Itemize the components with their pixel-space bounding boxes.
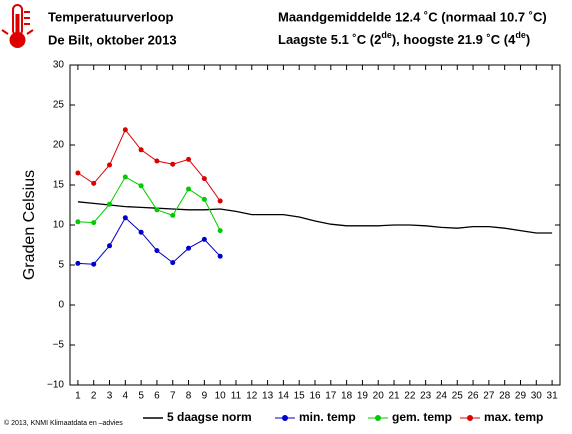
x-tick-label: 10: [215, 391, 227, 402]
point: [170, 161, 176, 167]
point: [138, 183, 144, 189]
y-tick-label: 10: [53, 220, 65, 231]
legend-swatch: [467, 415, 473, 421]
point: [107, 162, 113, 168]
y-axis-label: Graden Celsius: [21, 170, 38, 280]
x-tick-label: 22: [404, 391, 416, 402]
point: [201, 236, 207, 242]
point: [122, 174, 128, 180]
x-tick-label: 15: [294, 391, 306, 402]
point: [154, 248, 160, 254]
point: [107, 243, 113, 249]
x-tick-label: 28: [499, 391, 511, 402]
y-tick-label: −5: [53, 340, 65, 351]
point: [201, 176, 207, 182]
y-tick-label: 30: [53, 60, 65, 71]
x-tick-label: 17: [325, 391, 337, 402]
point: [170, 212, 176, 218]
x-tick-label: 1: [75, 391, 81, 402]
x-tick-label: 12: [246, 391, 258, 402]
point: [107, 201, 113, 207]
legend-swatch: [282, 415, 288, 421]
x-tick-label: 25: [452, 391, 464, 402]
series-line: [77, 128, 221, 202]
series-line: [77, 217, 221, 265]
series-line: [77, 201, 553, 234]
x-tick-label: 9: [202, 391, 208, 402]
y-tick-label: 15: [53, 180, 65, 191]
point: [91, 220, 97, 226]
point: [75, 219, 81, 225]
point: [91, 261, 97, 267]
point: [91, 180, 97, 186]
y-tick-label: 5: [58, 260, 64, 271]
plot-frame: [69, 64, 561, 386]
point: [138, 229, 144, 235]
legend-label: gem. temp: [392, 410, 452, 424]
x-tick-label: 20: [373, 391, 385, 402]
x-tick-label: 14: [278, 391, 290, 402]
summary: Maandgemiddelde 12.4 ˚C (normaal 10.7 ˚C…: [278, 9, 547, 24]
y-tick-label: −10: [47, 380, 64, 391]
x-tick-label: 4: [123, 391, 129, 402]
chart-title: Temperatuurverloop: [48, 9, 174, 24]
legend-label: 5 daagse norm: [167, 410, 252, 424]
point: [217, 253, 223, 259]
footer: © 2013, KNMI Klimaatdata en –advies: [4, 419, 123, 427]
x-tick-label: 26: [468, 391, 480, 402]
x-tick-label: 30: [531, 391, 543, 402]
point: [186, 245, 192, 251]
x-tick-label: 7: [170, 391, 176, 402]
y-tick-label: 0: [58, 300, 64, 311]
x-tick-label: 6: [154, 391, 160, 402]
x-tick-label: 31: [547, 391, 559, 402]
x-tick-label: 19: [357, 391, 369, 402]
x-tick-label: 2: [91, 391, 97, 402]
legend-label: min. temp: [299, 410, 356, 424]
x-tick-label: 21: [388, 391, 400, 402]
point: [217, 228, 223, 234]
x-tick-label: 18: [341, 391, 353, 402]
legend-label: max. temp: [484, 410, 543, 424]
legend-swatch: [375, 415, 381, 421]
y-tick-label: 25: [53, 100, 65, 111]
point: [122, 215, 128, 221]
x-tick-label: 8: [186, 391, 192, 402]
x-tick-label: 11: [231, 391, 242, 402]
point: [170, 260, 176, 266]
point: [122, 127, 128, 133]
x-tick-label: 24: [436, 391, 448, 402]
point: [186, 156, 192, 162]
x-tick-label: 23: [420, 391, 432, 402]
point: [75, 170, 81, 176]
point: [138, 147, 144, 153]
x-tick-label: 5: [138, 391, 144, 402]
point: [154, 207, 160, 213]
series-line: [77, 176, 221, 231]
extremes: Laagste 5.1 ˚C (2de), hoogste 21.9 ˚C (4…: [278, 30, 530, 47]
chart-subtitle: De Bilt, oktober 2013: [48, 32, 177, 47]
point: [75, 260, 81, 266]
x-tick-label: 16: [309, 391, 321, 402]
x-tick-label: 3: [107, 391, 113, 402]
point: [154, 158, 160, 164]
x-tick-label: 27: [483, 391, 495, 402]
y-tick-label: 20: [53, 140, 65, 151]
point: [201, 196, 207, 202]
point: [217, 198, 223, 204]
x-tick-label: 29: [515, 391, 527, 402]
thermometer-icon: [1, 4, 34, 48]
x-tick-label: 13: [262, 391, 274, 402]
point: [186, 186, 192, 192]
